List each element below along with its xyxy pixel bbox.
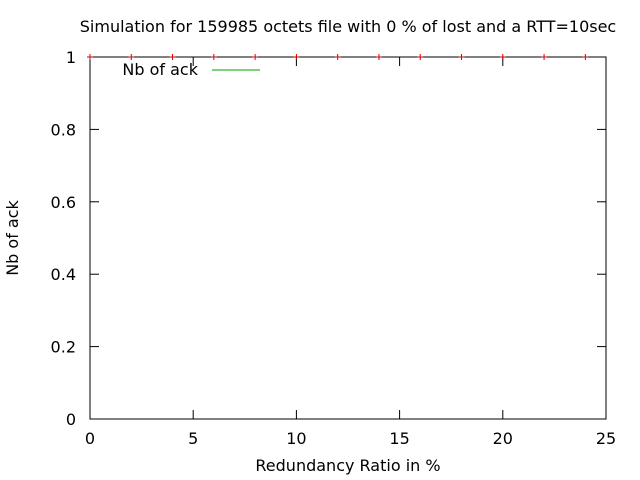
- x-tick-label: 20: [493, 429, 513, 448]
- y-axis-label: Nb of ack: [3, 199, 22, 275]
- data-point: [210, 54, 217, 60]
- y-tick-label: 1: [66, 48, 76, 67]
- data-point: [87, 54, 93, 60]
- data-point: [582, 54, 589, 60]
- data-point: [499, 54, 506, 60]
- x-axis-label: Redundancy Ratio in %: [255, 456, 440, 475]
- y-tick-label: 0: [66, 410, 76, 429]
- x-tick-label: 0: [85, 429, 95, 448]
- x-axis: 0 5 10 15 20 25: [85, 57, 616, 448]
- data-point: [128, 54, 135, 60]
- data-point: [293, 54, 300, 60]
- data-point: [375, 54, 382, 60]
- data-point: [417, 54, 424, 60]
- data-point: [458, 54, 465, 60]
- x-tick-label: 10: [286, 429, 306, 448]
- legend-label: Nb of ack: [122, 60, 198, 79]
- data-point: [334, 54, 341, 60]
- x-tick-label: 15: [389, 429, 409, 448]
- data-point: [252, 54, 259, 60]
- x-tick-label: 5: [188, 429, 198, 448]
- data-points: [87, 54, 589, 60]
- chart-title: Simulation for 159985 octets file with 0…: [80, 17, 616, 36]
- plot-frame: [89, 56, 607, 420]
- data-point: [541, 54, 548, 60]
- y-tick-label: 0.8: [51, 120, 76, 139]
- legend: Nb of ack: [122, 60, 260, 79]
- y-tick-label: 0.2: [51, 338, 76, 357]
- y-tick-label: 0.4: [51, 265, 76, 284]
- y-tick-label: 0.6: [51, 193, 76, 212]
- x-tick-label: 25: [596, 429, 616, 448]
- data-point: [169, 54, 176, 60]
- y-axis: 0 0.2 0.4 0.6 0.8 1: [51, 48, 606, 429]
